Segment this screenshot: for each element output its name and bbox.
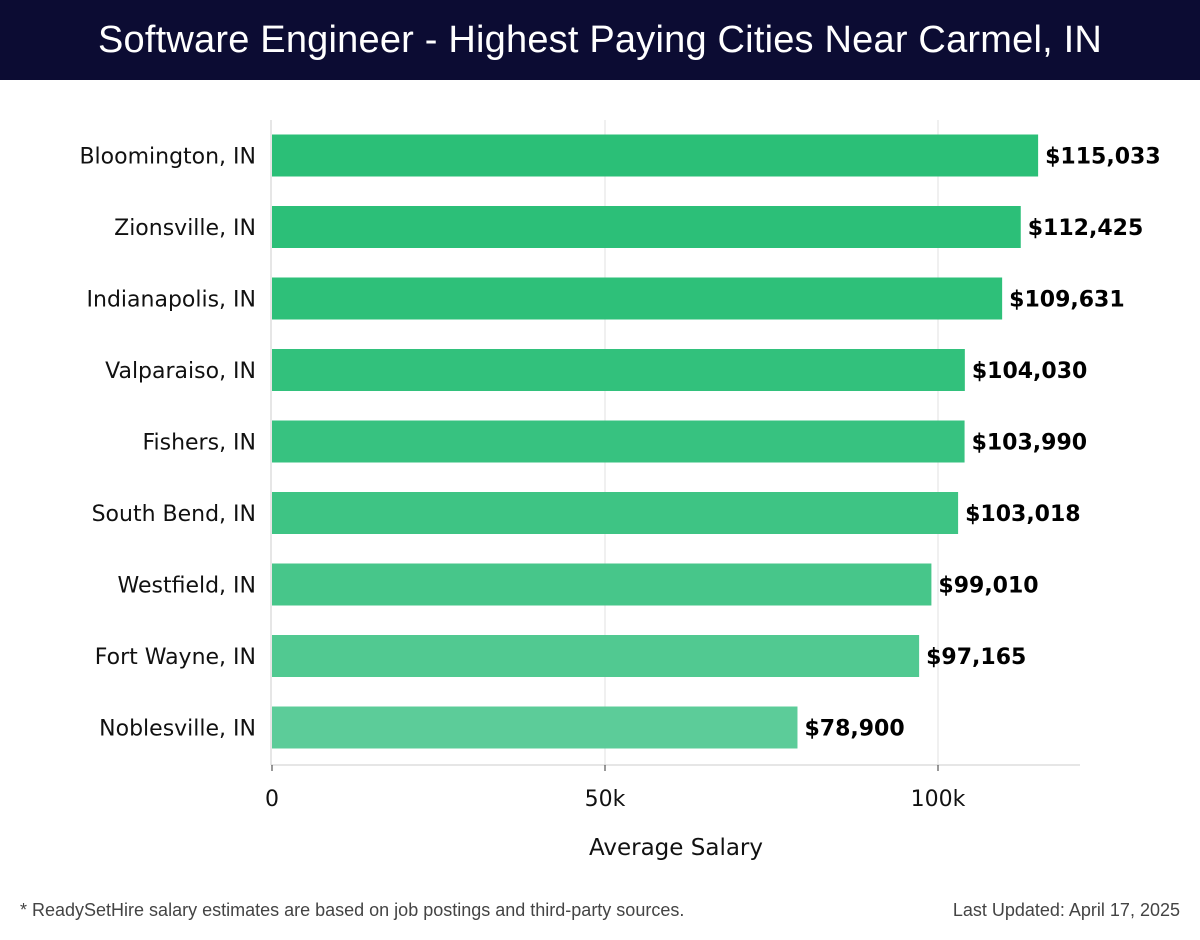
value-label: $104,030 [972, 359, 1088, 384]
bar[interactable] [272, 563, 932, 606]
bar[interactable] [272, 635, 920, 677]
chart-header: Software Engineer - Highest Paying Citie… [0, 0, 1200, 80]
bar[interactable] [272, 206, 1021, 248]
bar[interactable] [272, 134, 1039, 177]
category-label: Fishers, IN [142, 431, 256, 456]
bar[interactable] [272, 349, 965, 391]
category-label: South Bend, IN [92, 502, 256, 527]
category-label: Bloomington, IN [79, 145, 256, 170]
bar[interactable] [272, 420, 965, 463]
chart-title: Software Engineer - Highest Paying Citie… [97, 18, 1103, 61]
x-axis-title: Average Salary [589, 835, 763, 861]
value-label: $97,165 [926, 645, 1026, 670]
value-label: $115,033 [1045, 145, 1161, 170]
category-label: Indianapolis, IN [87, 288, 256, 313]
x-tick-label: 50k [585, 787, 626, 812]
category-label: Noblesville, IN [99, 717, 256, 742]
bar[interactable] [272, 277, 1003, 320]
value-label: $109,631 [1009, 288, 1125, 313]
bar[interactable] [272, 706, 798, 749]
x-tick-label: 0 [265, 787, 279, 812]
x-tick-label: 100k [911, 787, 966, 812]
value-label: $103,990 [972, 431, 1088, 456]
bar-chart: Bloomington, IN $115,033 Zionsville, IN $11… [79, 120, 1161, 861]
last-updated: Last Updated: April 17, 2025 [952, 900, 1180, 920]
value-label: $99,010 [938, 574, 1038, 599]
category-label: Zionsville, IN [114, 216, 256, 241]
category-label: Westfield, IN [118, 574, 257, 599]
bar[interactable] [272, 492, 959, 534]
category-label: Valparaiso, IN [105, 359, 256, 384]
value-label: $78,900 [804, 717, 904, 742]
category-label: Fort Wayne, IN [95, 645, 256, 670]
footer-note: * ReadySetHire salary estimates are base… [20, 900, 685, 920]
value-label: $103,018 [965, 502, 1081, 527]
value-label: $112,425 [1028, 216, 1144, 241]
